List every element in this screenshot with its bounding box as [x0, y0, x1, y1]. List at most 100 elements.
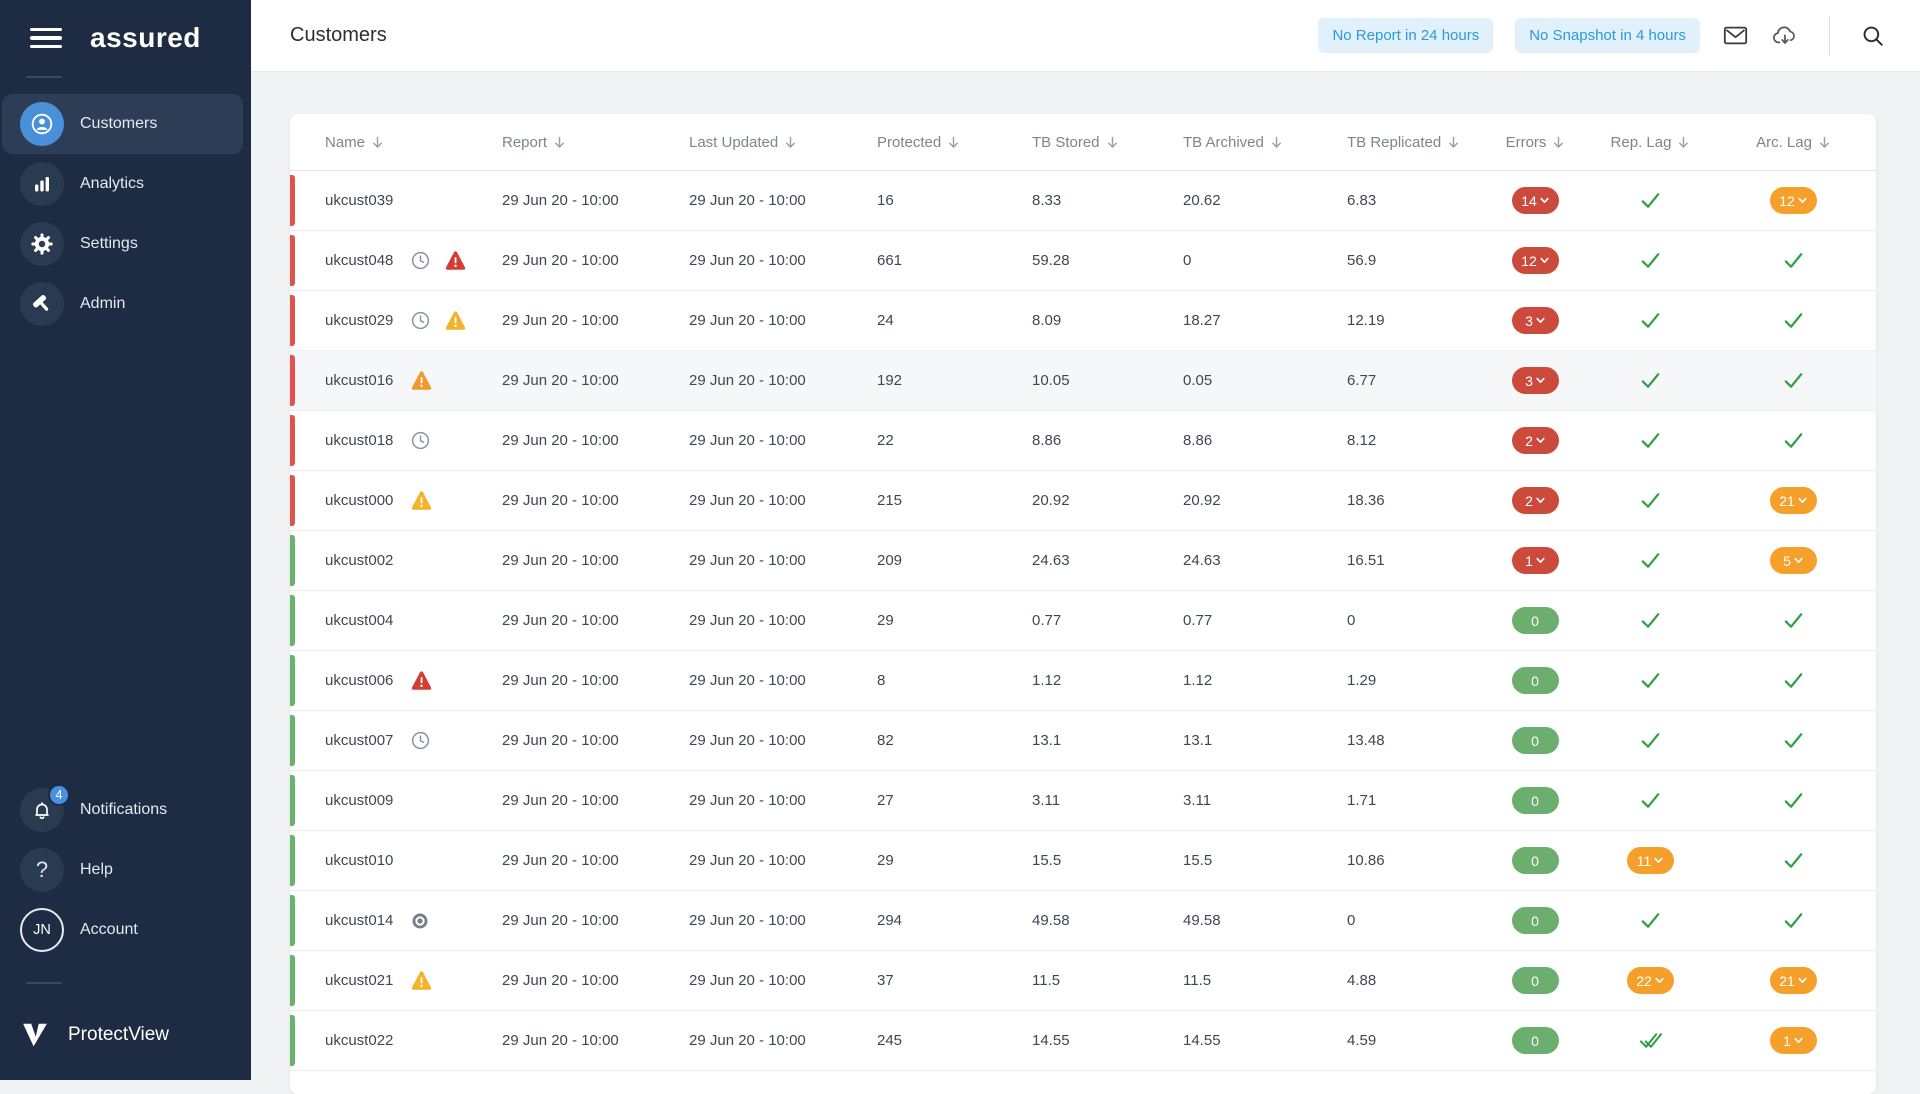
- column-header-name[interactable]: Name: [290, 134, 467, 151]
- chevron-down-icon: [1536, 437, 1545, 444]
- cell-tb-archived: 3.11: [1148, 792, 1312, 809]
- cell-tb-stored: 10.05: [997, 372, 1148, 389]
- column-header-rep_lag[interactable]: Rep. Lag: [1590, 134, 1710, 151]
- errors-badge[interactable]: 0: [1512, 1027, 1559, 1054]
- errors-badge[interactable]: 12: [1512, 247, 1559, 274]
- check-icon: [1639, 309, 1662, 332]
- errors-badge[interactable]: 0: [1512, 667, 1559, 694]
- sidebar-item-analytics[interactable]: Analytics: [2, 154, 243, 214]
- arc-lag-badge[interactable]: 21: [1770, 487, 1817, 514]
- cell-arc-lag: [1710, 729, 1876, 752]
- cell-rep-lag: [1590, 189, 1710, 212]
- rep-lag-badge[interactable]: 22: [1627, 967, 1674, 994]
- cell-tb-stored: 8.09: [997, 312, 1148, 329]
- arc-lag-badge[interactable]: 21: [1770, 967, 1817, 994]
- rep-lag-badge[interactable]: 11: [1627, 847, 1674, 874]
- column-header-arc_lag[interactable]: Arc. Lag: [1710, 134, 1876, 151]
- errors-badge[interactable]: 0: [1512, 847, 1559, 874]
- errors-badge[interactable]: 2: [1512, 427, 1559, 454]
- brand-logo: assured: [90, 22, 201, 54]
- filter-no-report-button[interactable]: No Report in 24 hours: [1318, 18, 1493, 53]
- sidebar-item-label: Admin: [80, 295, 125, 313]
- column-label: Arc. Lag: [1756, 134, 1812, 151]
- cell-last-updated: 29 Jun 20 - 10:00: [654, 552, 842, 569]
- column-header-tb_stored[interactable]: TB Stored: [997, 134, 1148, 151]
- menu-toggle-icon[interactable]: [30, 28, 62, 49]
- errors-badge[interactable]: 3: [1512, 367, 1559, 394]
- mail-icon[interactable]: [1722, 22, 1749, 49]
- main-content: Customers No Report in 24 hours No Snaps…: [251, 0, 1920, 1080]
- cell-errors: 0: [1480, 847, 1590, 874]
- errors-count: 2: [1525, 433, 1533, 449]
- cell-tb-replicated: 6.77: [1312, 372, 1480, 389]
- sidebar-item-customers[interactable]: Customers: [2, 94, 243, 154]
- sidebar-item-settings[interactable]: Settings: [2, 214, 243, 274]
- search-icon[interactable]: [1860, 23, 1886, 49]
- filter-no-snapshot-button[interactable]: No Snapshot in 4 hours: [1515, 18, 1700, 53]
- chevron-down-icon: [1798, 497, 1807, 504]
- cell-name: ukcust029: [290, 310, 467, 331]
- cell-arc-lag: [1710, 429, 1876, 452]
- cell-rep-lag: [1590, 309, 1710, 332]
- cell-errors: 0: [1480, 667, 1590, 694]
- column-header-last_updated[interactable]: Last Updated: [654, 134, 842, 151]
- chevron-down-icon: [1655, 977, 1664, 984]
- clock-icon: [410, 250, 431, 271]
- cell-tb-archived: 18.27: [1148, 312, 1312, 329]
- errors-count: 3: [1525, 313, 1533, 329]
- sidebar-item-admin[interactable]: Admin: [2, 274, 243, 334]
- arc-lag-badge[interactable]: 12: [1770, 187, 1817, 214]
- cell-arc-lag: [1710, 609, 1876, 632]
- customer-name: ukcust029: [325, 312, 393, 329]
- errors-badge[interactable]: 0: [1512, 907, 1559, 934]
- column-label: Protected: [877, 134, 941, 151]
- errors-badge[interactable]: 0: [1512, 607, 1559, 634]
- column-header-tb_archived[interactable]: TB Archived: [1148, 134, 1312, 151]
- sidebar-item-help[interactable]: ? Help: [2, 840, 243, 900]
- errors-badge[interactable]: 1: [1512, 547, 1559, 574]
- cell-last-updated: 29 Jun 20 - 10:00: [654, 252, 842, 269]
- arc-lag-badge[interactable]: 5: [1770, 547, 1817, 574]
- customers-icon: [20, 102, 64, 146]
- column-header-protected[interactable]: Protected: [842, 134, 997, 151]
- errors-count: 1: [1525, 553, 1533, 569]
- sort-desc-icon: [785, 136, 796, 149]
- column-label: TB Stored: [1032, 134, 1100, 151]
- errors-badge[interactable]: 14: [1512, 187, 1559, 214]
- cell-arc-lag: 1: [1710, 1027, 1876, 1054]
- errors-badge[interactable]: 0: [1512, 727, 1559, 754]
- errors-badge[interactable]: 2: [1512, 487, 1559, 514]
- errors-badge[interactable]: 3: [1512, 307, 1559, 334]
- arc-lag-badge[interactable]: 1: [1770, 1027, 1817, 1054]
- sidebar-item-account[interactable]: JN Account: [2, 900, 243, 960]
- sidebar-item-notifications[interactable]: 4 Notifications: [2, 780, 243, 840]
- cell-report: 29 Jun 20 - 10:00: [467, 792, 654, 809]
- column-header-tb_replicated[interactable]: TB Replicated: [1312, 134, 1480, 151]
- column-header-errors[interactable]: Errors: [1480, 134, 1590, 151]
- column-header-report[interactable]: Report: [467, 134, 654, 151]
- cloud-download-icon[interactable]: [1771, 22, 1799, 50]
- errors-badge[interactable]: 0: [1512, 967, 1559, 994]
- errors-badge[interactable]: 0: [1512, 787, 1559, 814]
- cell-last-updated: 29 Jun 20 - 10:00: [654, 612, 842, 629]
- cell-name: ukcust009: [290, 792, 467, 809]
- page-title: Customers: [290, 24, 387, 47]
- chevron-down-icon: [1540, 257, 1549, 264]
